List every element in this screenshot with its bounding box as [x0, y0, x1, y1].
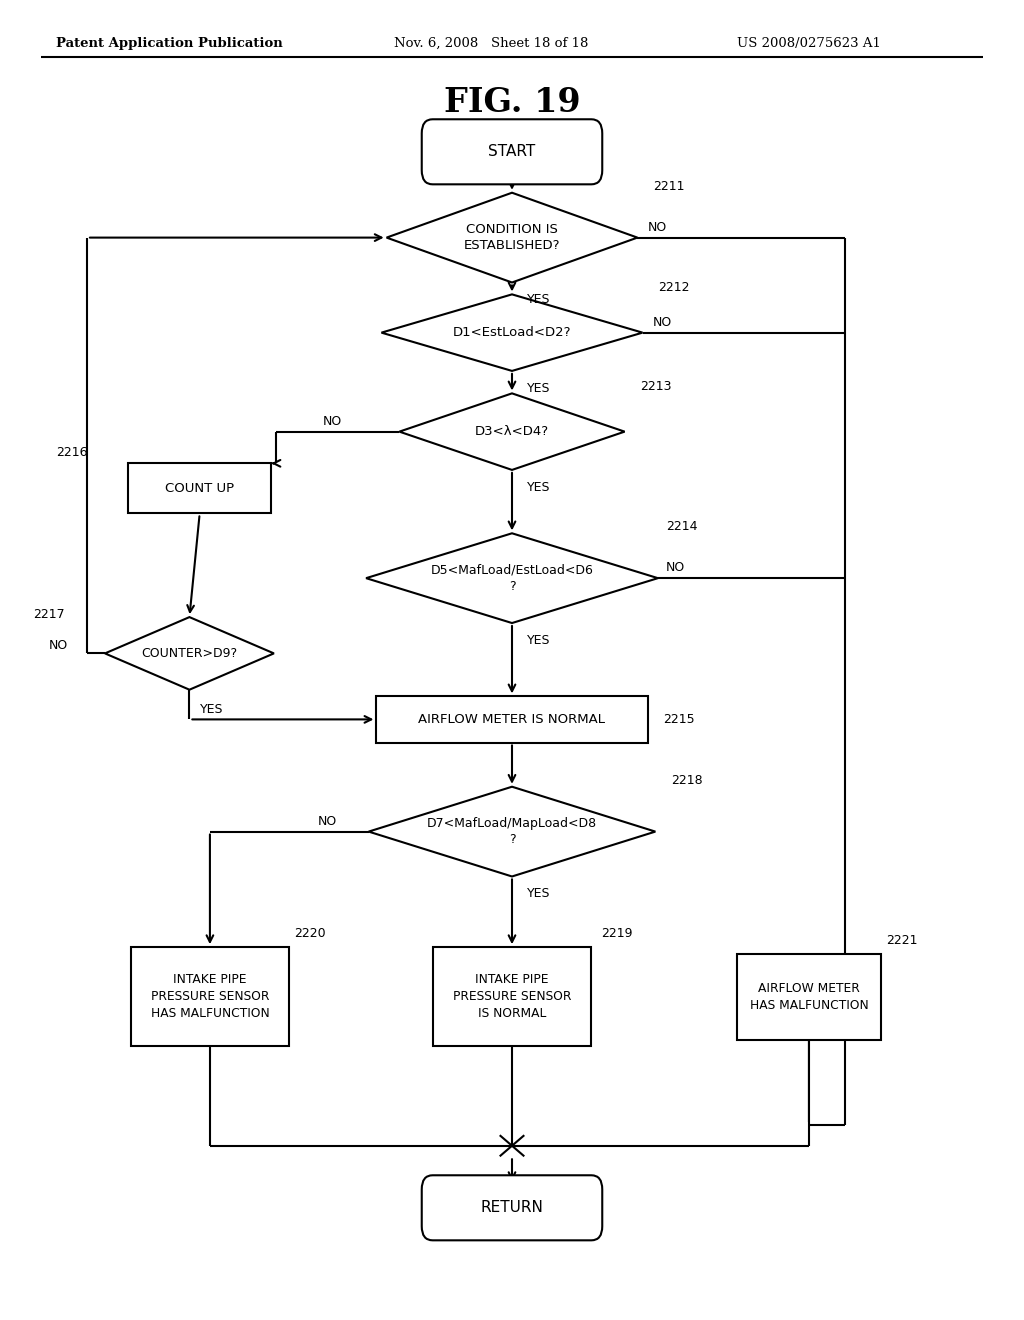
Text: RETURN: RETURN [480, 1200, 544, 1216]
Text: AIRFLOW METER
HAS MALFUNCTION: AIRFLOW METER HAS MALFUNCTION [750, 982, 868, 1011]
Text: YES: YES [200, 704, 223, 715]
Text: YES: YES [527, 634, 551, 647]
Text: 2212: 2212 [657, 281, 689, 294]
Bar [432, 948, 592, 1045]
Text: US 2008/0275623 A1: US 2008/0275623 A1 [737, 37, 882, 50]
Text: 2213: 2213 [640, 380, 672, 393]
Polygon shape [381, 294, 643, 371]
Polygon shape [367, 533, 657, 623]
Polygon shape [399, 393, 625, 470]
Text: NO: NO [666, 561, 685, 574]
Text: YES: YES [527, 887, 551, 900]
Text: NO: NO [48, 639, 68, 652]
Text: Patent Application Publication: Patent Application Publication [56, 37, 283, 50]
Text: FIG. 19: FIG. 19 [443, 86, 581, 119]
Text: 2214: 2214 [666, 520, 697, 533]
Text: 2221: 2221 [886, 935, 918, 946]
Text: 2218: 2218 [671, 774, 702, 787]
Text: 2215: 2215 [664, 713, 694, 726]
Text: NO: NO [317, 814, 337, 828]
Text: START: START [488, 144, 536, 160]
Polygon shape [369, 787, 655, 876]
Text: D1<EstLoad<D2?: D1<EstLoad<D2? [453, 326, 571, 339]
Text: NO: NO [323, 414, 342, 428]
Text: Nov. 6, 2008   Sheet 18 of 18: Nov. 6, 2008 Sheet 18 of 18 [394, 37, 589, 50]
Text: 2211: 2211 [653, 180, 684, 193]
Text: YES: YES [527, 293, 551, 306]
Bar [131, 948, 289, 1045]
FancyBboxPatch shape [422, 1175, 602, 1241]
Bar [128, 463, 271, 513]
Bar [377, 697, 648, 742]
Text: INTAKE PIPE
PRESSURE SENSOR
HAS MALFUNCTION: INTAKE PIPE PRESSURE SENSOR HAS MALFUNCT… [151, 973, 269, 1020]
Text: YES: YES [527, 480, 551, 494]
Text: 2216: 2216 [56, 446, 88, 459]
Text: CONDITION IS
ESTABLISHED?: CONDITION IS ESTABLISHED? [464, 223, 560, 252]
Text: YES: YES [527, 381, 551, 395]
Text: D7<MafLoad/MapLoad<D8
?: D7<MafLoad/MapLoad<D8 ? [427, 817, 597, 846]
Text: 2219: 2219 [602, 928, 633, 940]
Text: NO: NO [648, 220, 667, 234]
Bar [737, 953, 881, 1040]
Text: D3<λ<D4?: D3<λ<D4? [475, 425, 549, 438]
Polygon shape [387, 193, 637, 282]
Text: AIRFLOW METER IS NORMAL: AIRFLOW METER IS NORMAL [419, 713, 605, 726]
Polygon shape [104, 618, 274, 689]
Text: 2217: 2217 [33, 609, 65, 620]
Text: COUNTER>D9?: COUNTER>D9? [141, 647, 238, 660]
Text: INTAKE PIPE
PRESSURE SENSOR
IS NORMAL: INTAKE PIPE PRESSURE SENSOR IS NORMAL [453, 973, 571, 1020]
Text: D5<MafLoad/EstLoad<D6
?: D5<MafLoad/EstLoad<D6 ? [430, 564, 594, 593]
Text: 2220: 2220 [295, 928, 326, 940]
Text: COUNT UP: COUNT UP [165, 482, 234, 495]
FancyBboxPatch shape [422, 119, 602, 185]
Text: NO: NO [653, 315, 672, 329]
